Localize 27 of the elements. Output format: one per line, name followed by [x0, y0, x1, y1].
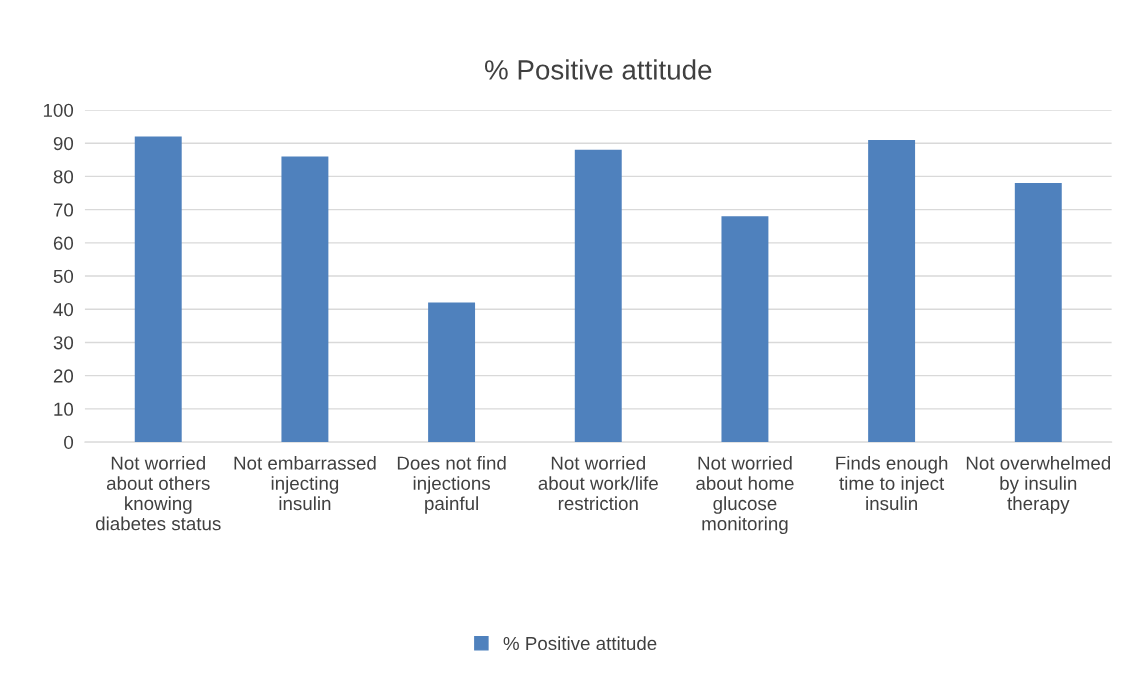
- x-tick-label: Not overwhelmed by insulin therapy: [966, 455, 1111, 514]
- x-tick-label: Not worried about home glucose monitoring: [696, 455, 794, 535]
- x-tick-label: Not embarrassed injecting insulin: [234, 455, 376, 511]
- bar: [134, 136, 182, 443]
- y-tick-label: 90: [53, 136, 74, 151]
- x-tick-label: Not worried about others knowing diabetes status: [95, 455, 221, 531]
- y-tick-label: 70: [53, 203, 74, 217]
- x-tick-label: Not worried about work/life restriction: [538, 455, 658, 511]
- y-tick-label: 20: [53, 369, 74, 383]
- bar: [1014, 183, 1062, 443]
- x-tick-label: Finds enough time to inject insulin: [836, 455, 948, 511]
- y-tick-label: 40: [53, 302, 74, 317]
- legend-label: % Positive attitude: [503, 636, 657, 651]
- bar: [428, 302, 476, 443]
- y-tick-label: 0: [64, 435, 74, 450]
- y-tick-label: 80: [53, 170, 74, 184]
- y-tick-label: 50: [53, 269, 74, 284]
- bar: [281, 156, 329, 443]
- bar: [868, 139, 916, 443]
- x-tick-label: Does not find injections painful: [397, 455, 506, 514]
- y-tick-label: 10: [54, 402, 74, 416]
- chart-title: % Positive attitude: [485, 59, 712, 80]
- y-tick-label: 60: [53, 236, 74, 250]
- y-tick-label: 30: [53, 336, 74, 350]
- bar: [721, 216, 769, 443]
- y-tick-label: 100: [43, 103, 74, 117]
- bar: [574, 149, 622, 443]
